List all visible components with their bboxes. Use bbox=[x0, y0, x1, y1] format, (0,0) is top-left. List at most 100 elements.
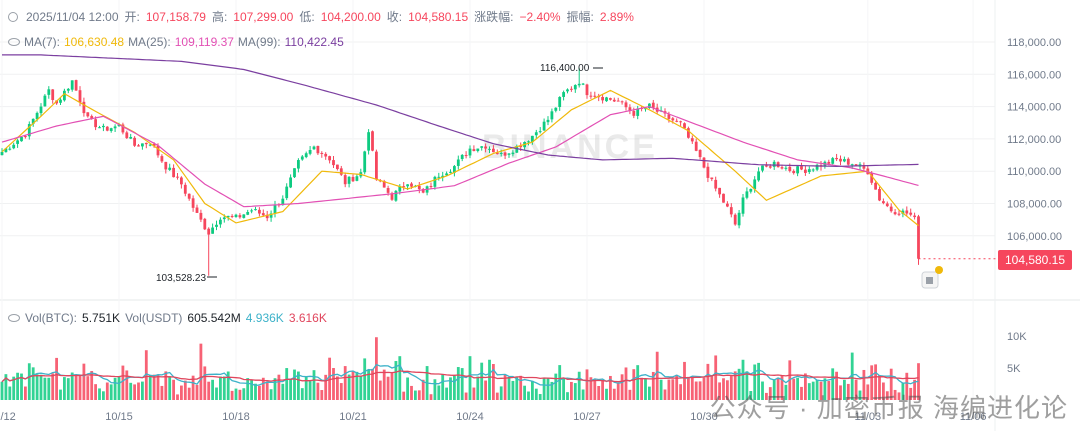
price-tick: 112,000.00 bbox=[1007, 134, 1061, 146]
volume-bar bbox=[807, 383, 811, 400]
volume-bar bbox=[94, 384, 97, 400]
volume-bar bbox=[152, 374, 156, 400]
candle-body bbox=[168, 167, 172, 170]
volume-bar bbox=[39, 374, 43, 400]
volume-bar bbox=[207, 381, 211, 400]
candle-body bbox=[761, 165, 764, 171]
candle-body bbox=[421, 189, 425, 193]
volume-bar bbox=[133, 384, 136, 400]
volume-bar bbox=[324, 374, 328, 400]
candle-body bbox=[554, 107, 558, 111]
change-value: −2.40% bbox=[519, 9, 561, 24]
volume-bar bbox=[355, 371, 359, 400]
candle-body bbox=[102, 125, 105, 128]
candle-body bbox=[94, 119, 97, 128]
candle-body bbox=[675, 120, 679, 122]
candle-body bbox=[628, 107, 632, 111]
volume-bar bbox=[8, 386, 12, 400]
eye-icon[interactable] bbox=[8, 38, 20, 46]
volume-bar bbox=[882, 382, 885, 400]
volume-bar bbox=[219, 376, 222, 400]
candle-body bbox=[125, 132, 129, 139]
candle-body bbox=[870, 173, 874, 183]
close-value: 104,580.15 bbox=[408, 9, 469, 24]
volume-bar bbox=[726, 380, 729, 400]
time-tick: 10/27 bbox=[573, 411, 601, 423]
volume-bar bbox=[499, 386, 503, 400]
volume-bar bbox=[168, 376, 172, 400]
volume-bar bbox=[468, 356, 472, 400]
volume-bar bbox=[804, 373, 807, 400]
volume-bar bbox=[667, 379, 671, 400]
volume-bar bbox=[35, 374, 39, 400]
volume-bar bbox=[768, 387, 772, 400]
volume-bar bbox=[250, 380, 253, 400]
candle-body bbox=[768, 166, 772, 168]
candle-body bbox=[211, 227, 214, 234]
volume-bar bbox=[819, 381, 823, 400]
ma99-label: MA(99): bbox=[237, 35, 281, 49]
alert-icon[interactable] bbox=[921, 266, 943, 289]
volume-bar bbox=[480, 362, 484, 400]
candle-body bbox=[304, 153, 308, 158]
volume-bar bbox=[289, 378, 292, 400]
volume-bar bbox=[429, 394, 433, 400]
candle-body bbox=[141, 143, 144, 147]
candle-body bbox=[620, 101, 624, 103]
volume-bar bbox=[558, 365, 562, 400]
volume-bar bbox=[722, 378, 725, 400]
ma-line-0 bbox=[1, 89, 919, 227]
volume-bar bbox=[59, 389, 62, 400]
candle-body bbox=[788, 166, 792, 171]
candle-body bbox=[733, 214, 737, 225]
candle-body bbox=[117, 124, 121, 126]
candle-body bbox=[281, 198, 285, 206]
candle-body bbox=[601, 97, 604, 101]
volume-bar bbox=[835, 371, 838, 400]
volume-bar bbox=[718, 382, 721, 400]
candle-body bbox=[234, 214, 238, 218]
time-tick: 11/06 bbox=[960, 411, 987, 423]
volume-bar bbox=[694, 381, 698, 400]
volume-bar bbox=[628, 389, 632, 400]
volume-bar bbox=[183, 380, 187, 400]
volume-bar bbox=[729, 375, 733, 400]
volume-bar bbox=[472, 387, 476, 400]
candle-body bbox=[219, 219, 222, 225]
candle-body bbox=[129, 136, 133, 139]
candle-body bbox=[792, 170, 796, 174]
ma-legend: MA(7): 106,630.48 MA(25): 109,119.37 MA(99… bbox=[8, 35, 344, 49]
volume-bar bbox=[265, 381, 269, 400]
candle-body bbox=[133, 137, 136, 146]
annotations: 116,400.00 103,528.23 bbox=[156, 63, 603, 284]
volume-bar bbox=[281, 383, 285, 400]
candle-body bbox=[702, 157, 706, 168]
datetime: 2025/11/04 12:00 bbox=[26, 9, 119, 24]
volume-bar bbox=[765, 392, 768, 400]
candle-body bbox=[488, 148, 491, 150]
volume-bar bbox=[811, 381, 815, 400]
candle-body bbox=[289, 177, 292, 188]
candle-body bbox=[651, 102, 655, 108]
candle-body bbox=[226, 215, 230, 218]
volume-bar bbox=[612, 388, 616, 400]
candlesticks bbox=[0, 67, 920, 276]
candle-body bbox=[815, 164, 819, 170]
volume-bar bbox=[714, 355, 718, 400]
volume-bar bbox=[511, 380, 515, 400]
candle-body bbox=[722, 193, 725, 203]
candle-body bbox=[386, 188, 390, 193]
volume-bar bbox=[414, 390, 417, 400]
volume-bar bbox=[98, 388, 101, 400]
volume-bar bbox=[148, 375, 152, 400]
volume-bar bbox=[644, 378, 647, 400]
candle-body bbox=[796, 166, 799, 174]
volume-bar bbox=[304, 376, 308, 400]
volume-bar bbox=[749, 391, 753, 400]
candle-body bbox=[343, 175, 347, 185]
eye-icon[interactable] bbox=[8, 314, 20, 322]
candle-body bbox=[207, 228, 211, 235]
candle-body bbox=[371, 131, 374, 151]
candle-body bbox=[757, 171, 760, 181]
